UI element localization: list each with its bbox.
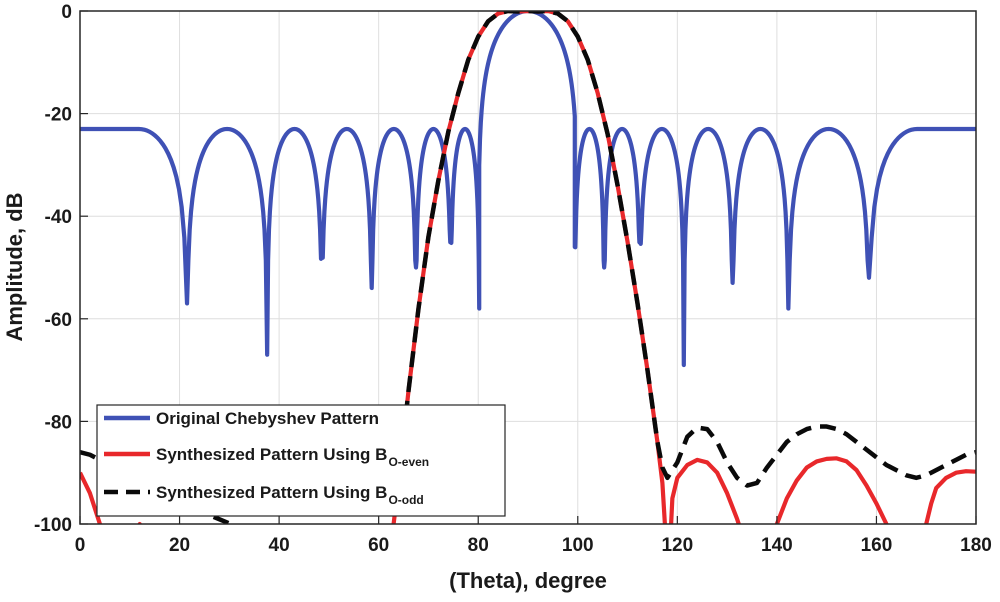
x-tick-label: 140	[761, 535, 793, 556]
y-tick-label: -20	[45, 105, 72, 126]
ticks: 0 20 40 60 80 100 120 140 160 180 0 -20 -40 -60 -80 -10…	[34, 2, 992, 556]
x-tick-label: 80	[468, 535, 489, 556]
series-line-3	[80, 11, 976, 524]
x-tick-label: 180	[960, 535, 992, 556]
legend-label-subscript: O-odd	[388, 493, 423, 507]
x-tick-label: 20	[169, 535, 190, 556]
x-tick-label: 120	[661, 535, 693, 556]
plot-frame	[79, 10, 977, 525]
legend-label-2: Synthesized Pattern Using BO-even	[156, 445, 429, 469]
y-tick-label: -40	[45, 207, 72, 228]
legend-label-subscript: O-even	[388, 455, 429, 469]
x-tick-label: 0	[75, 535, 86, 556]
legend-label-3: Synthesized Pattern Using BO-odd	[156, 483, 424, 507]
legend-label-1: Original Chebyshev Pattern	[156, 409, 379, 428]
legend-label-main: Synthesized Pattern Using B	[156, 483, 387, 502]
y-tick-label: -60	[45, 310, 72, 331]
x-tick-label: 100	[562, 535, 594, 556]
legend-box	[96, 404, 506, 517]
x-tick-label: 40	[269, 535, 290, 556]
y-axis-label: Amplitude, dB	[2, 192, 27, 341]
y-tick-label: 0	[61, 2, 72, 23]
x-tick-label: 160	[861, 535, 893, 556]
x-axis-label: (Theta), degree	[449, 568, 607, 593]
series-line-2	[80, 11, 976, 524]
x-tick-label: 60	[368, 535, 389, 556]
y-tick-label: -100	[34, 515, 72, 536]
legend-label-main: Synthesized Pattern Using B	[156, 445, 387, 464]
legend-label-main: Original Chebyshev Pattern	[156, 409, 379, 428]
y-tick-label: -80	[45, 412, 72, 433]
axis-labels: (Theta), degree Amplitude, dB	[2, 192, 607, 593]
legend: Original Chebyshev Pattern Synthesized Pa…	[96, 404, 506, 517]
